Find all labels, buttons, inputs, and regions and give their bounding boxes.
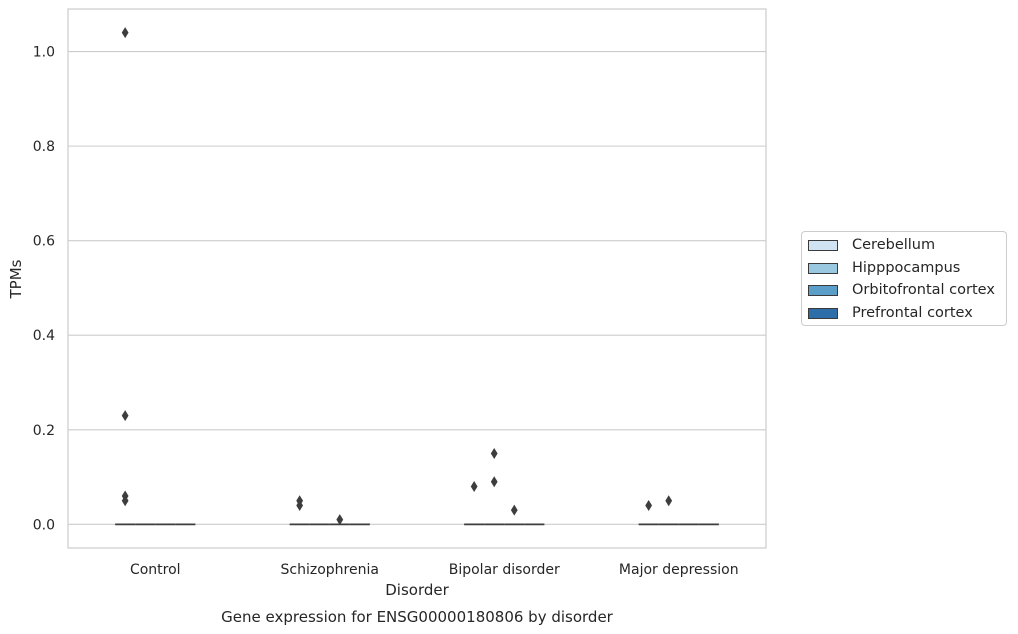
legend-label-orbitofrontal: Orbitofrontal cortex bbox=[852, 282, 995, 298]
legend-label-hippocampus: Hipppocampus bbox=[852, 260, 961, 276]
legend-label-prefrontal: Prefrontal cortex bbox=[852, 305, 973, 321]
outlier-point bbox=[645, 499, 653, 511]
legend-label-cerebellum: Cerebellum bbox=[852, 237, 936, 253]
outlier-point bbox=[510, 504, 518, 516]
legend: Cerebellum Hipppocampus Orbitofrontal co… bbox=[801, 231, 1007, 326]
x-tick-labels: Control Schizophrenia Bipolar disorder Majo… bbox=[130, 562, 739, 578]
y-tick-label: 0.8 bbox=[33, 139, 55, 155]
outlier-points bbox=[121, 27, 673, 526]
plot-frame bbox=[67, 8, 767, 549]
x-tick-label: Control bbox=[130, 562, 181, 578]
y-tick-label: 0.6 bbox=[33, 234, 55, 250]
legend-item-prefrontal: Prefrontal cortex bbox=[808, 304, 973, 322]
chart-title: Gene expression for ENSG00000180806 by d… bbox=[221, 608, 614, 626]
outlier-point bbox=[121, 490, 129, 502]
legend-swatch-orbitofrontal bbox=[808, 284, 838, 296]
y-axis-label: TPMs bbox=[7, 259, 25, 299]
x-tick-label: Bipolar disorder bbox=[449, 562, 560, 578]
x-axis-label: Disorder bbox=[385, 581, 449, 599]
legend-swatch-prefrontal bbox=[808, 307, 838, 319]
legend-item-hippocampus: Hipppocampus bbox=[808, 259, 960, 277]
outlier-point bbox=[121, 410, 129, 422]
y-tick-label: 0.0 bbox=[33, 517, 55, 533]
x-tick-label: Major depression bbox=[619, 562, 739, 578]
y-tick-label: 0.4 bbox=[33, 328, 55, 344]
legend-item-cerebellum: Cerebellum bbox=[808, 236, 935, 254]
y-tick-label: 0.2 bbox=[33, 423, 55, 439]
outlier-point bbox=[296, 495, 304, 507]
outlier-point bbox=[470, 481, 478, 493]
outlier-point bbox=[665, 495, 673, 507]
y-tick-labels: 0.0 0.2 0.4 0.6 0.8 1.0 bbox=[33, 45, 55, 534]
legend-item-orbitofrontal: Orbitofrontal cortex bbox=[808, 281, 995, 299]
x-tick-label: Schizophrenia bbox=[281, 562, 379, 578]
outlier-point bbox=[490, 476, 498, 488]
y-tick-label: 1.0 bbox=[33, 45, 55, 61]
outlier-point bbox=[336, 514, 344, 526]
legend-swatch-cerebellum bbox=[808, 239, 838, 251]
outlier-point bbox=[121, 27, 129, 39]
legend-swatch-hippocampus bbox=[808, 262, 838, 274]
outlier-point bbox=[490, 447, 498, 459]
